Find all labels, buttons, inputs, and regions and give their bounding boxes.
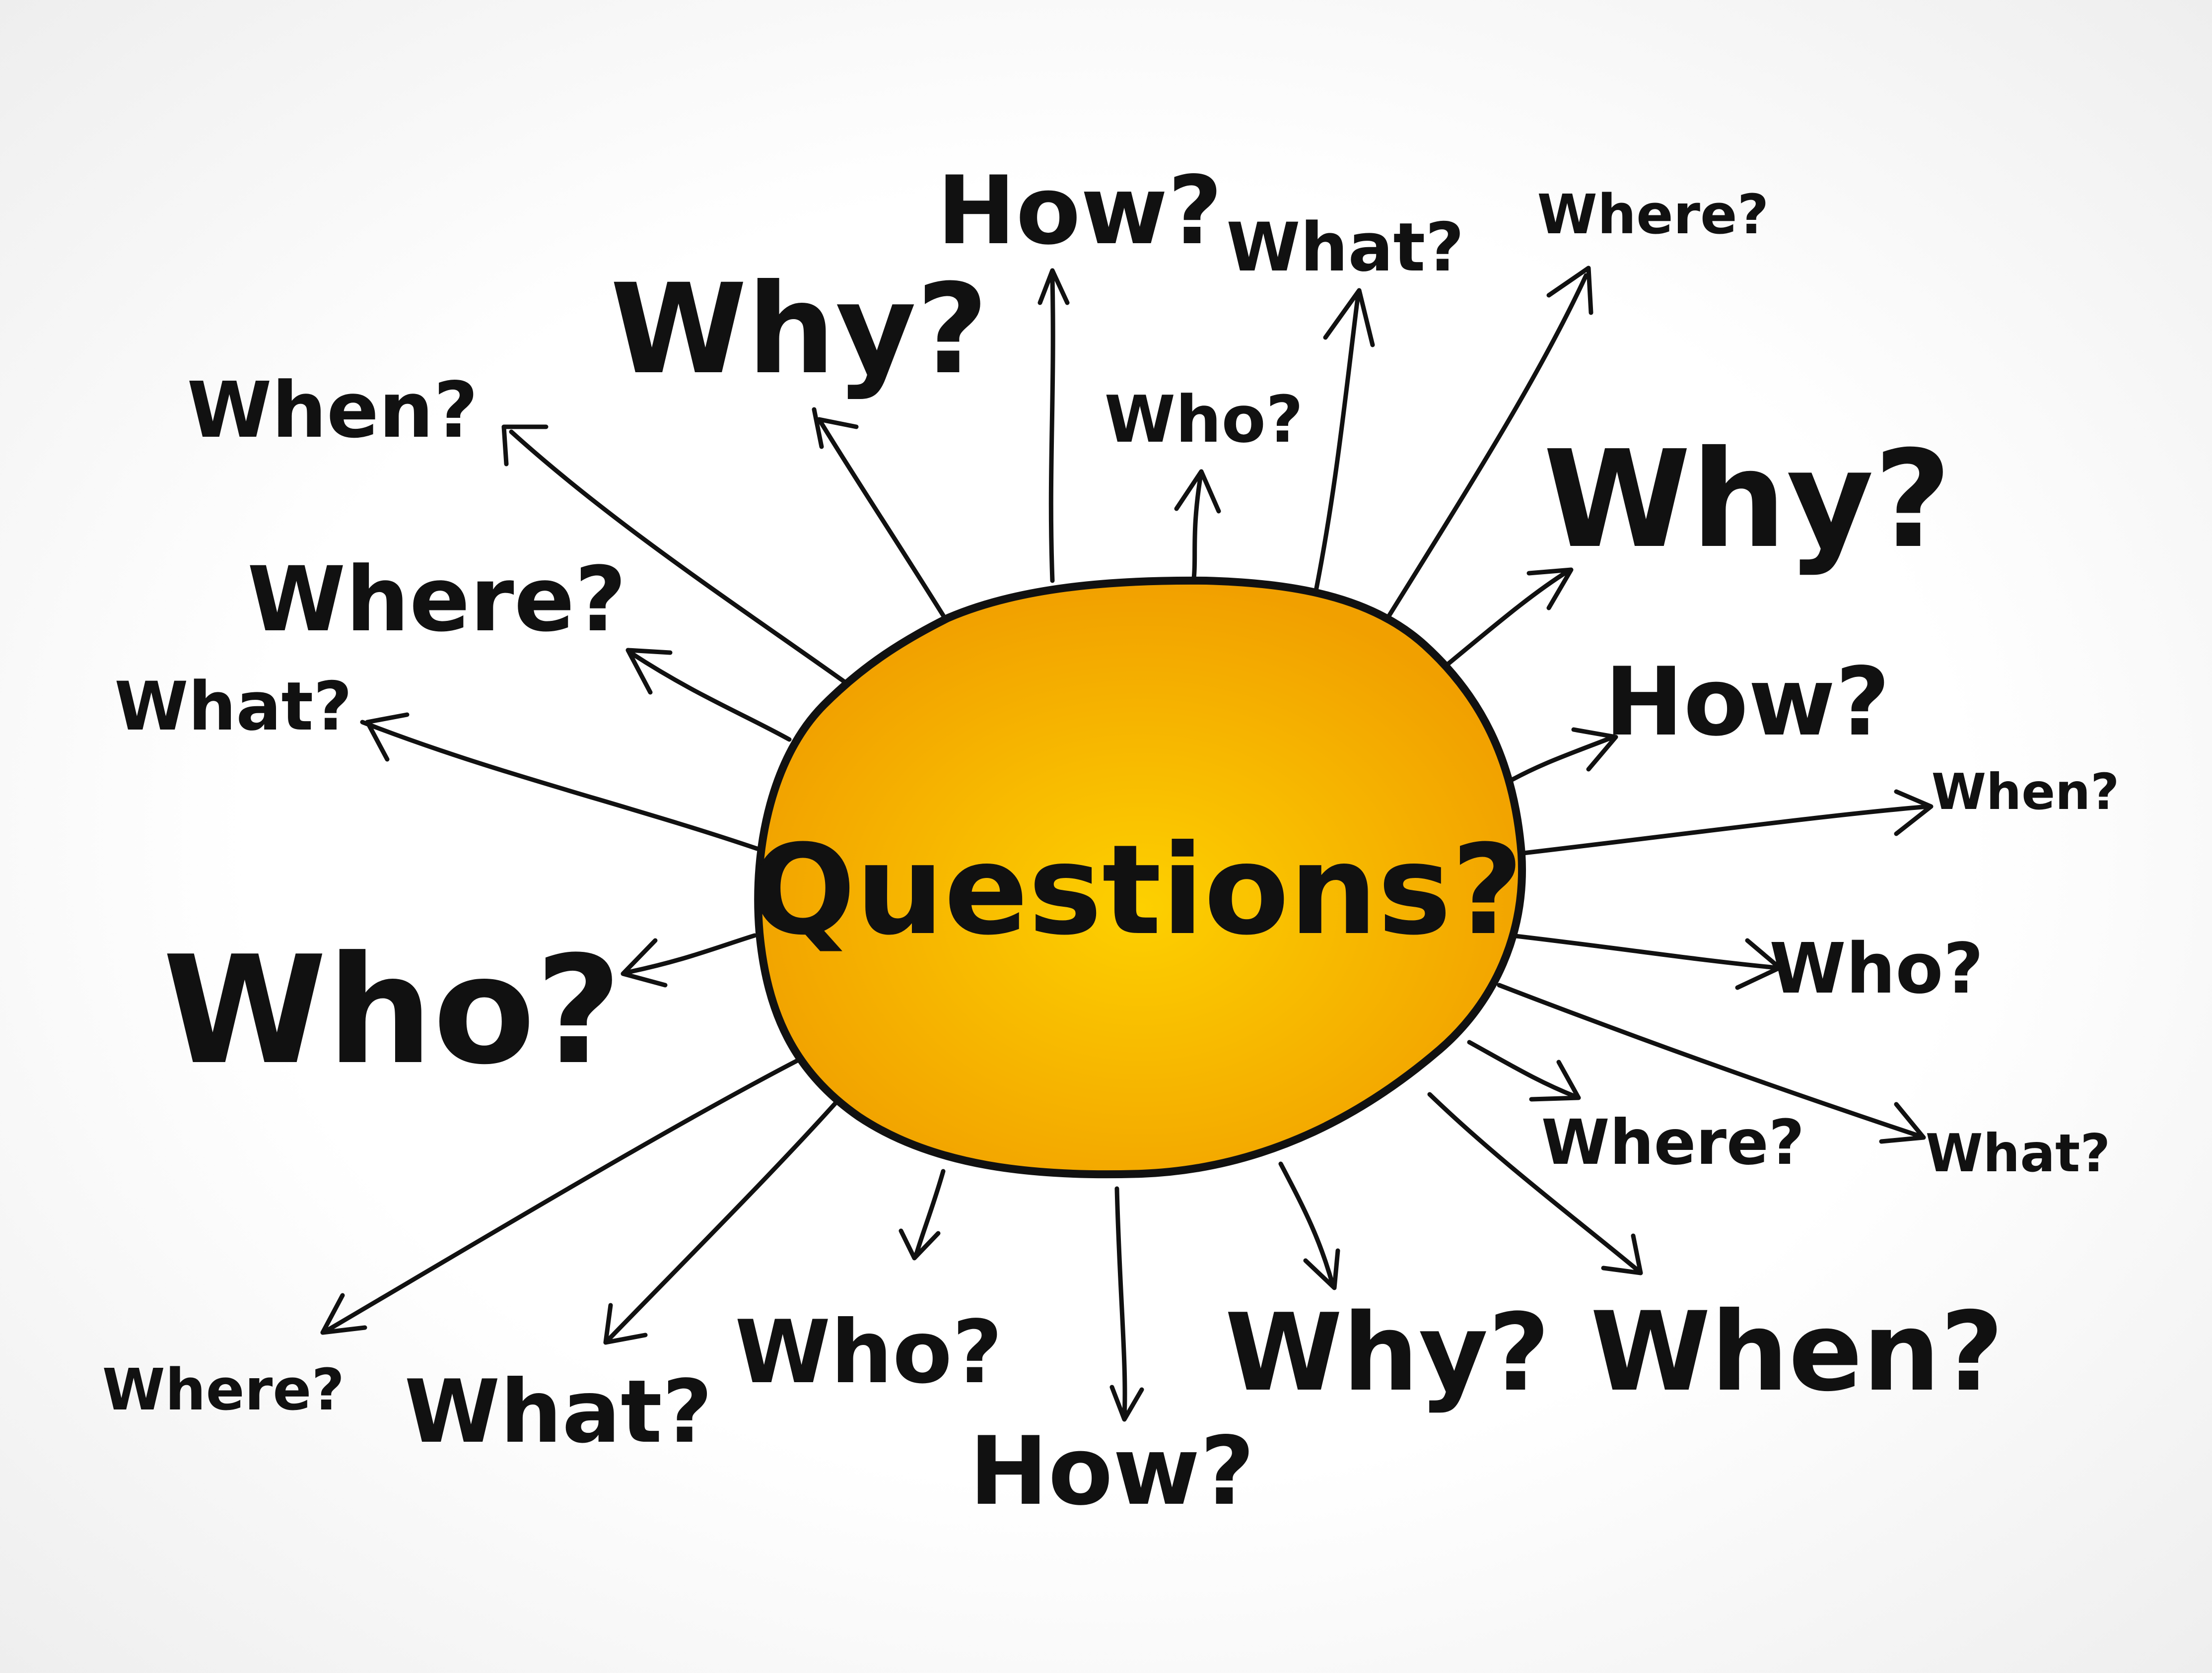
word-who-top: Who? bbox=[1105, 382, 1304, 457]
word-when-top-left: When? bbox=[187, 365, 479, 455]
arrow-who-left bbox=[621, 933, 757, 988]
word-why-top-left: Why? bbox=[610, 257, 988, 402]
arrow-where-bottom-left bbox=[320, 1057, 802, 1335]
word-where-top-right: Where? bbox=[1537, 183, 1769, 246]
word-what-left: What? bbox=[115, 668, 352, 745]
arrow-why-top-left bbox=[812, 407, 946, 618]
word-why-bottom: Why? bbox=[1225, 1290, 1550, 1415]
arrow-how-right bbox=[1502, 727, 1618, 787]
arrow-where-left bbox=[625, 648, 792, 742]
arrow-when-top-left bbox=[501, 424, 851, 687]
word-where-lower-right: Where? bbox=[1541, 1107, 1805, 1179]
arrow-where-top-right bbox=[1378, 266, 1593, 633]
word-what-top: What? bbox=[1227, 208, 1464, 286]
word-when-bottom-right: When? bbox=[1590, 1288, 2004, 1415]
center-label: Questions? bbox=[750, 818, 1523, 962]
word-why-right: Why? bbox=[1543, 421, 1952, 578]
word-how-right: How? bbox=[1604, 647, 1890, 757]
arrow-how-bottom bbox=[1109, 1186, 1144, 1422]
word-where-bottom-left: Where? bbox=[102, 1357, 345, 1423]
word-how-bottom: How? bbox=[969, 1416, 1254, 1526]
word-where-left: Where? bbox=[247, 548, 626, 652]
word-what-bottom-left: What? bbox=[405, 1362, 713, 1463]
arrow-what-top bbox=[1311, 288, 1375, 608]
arrow-what-bottom-left bbox=[603, 1097, 841, 1345]
word-who-right: Who? bbox=[1769, 929, 1983, 1009]
word-how-top: How? bbox=[937, 156, 1222, 266]
arrow-group bbox=[320, 266, 1934, 1422]
arrow-who-right bbox=[1509, 933, 1782, 990]
word-who-left: Who? bbox=[163, 924, 622, 1097]
word-group: How? What? Where? Why? Who? When? Why? W… bbox=[102, 156, 2119, 1526]
arrow-when-bottom-right bbox=[1427, 1092, 1643, 1275]
arrow-where-lower-right bbox=[1467, 1040, 1581, 1102]
word-what-lower-right: What? bbox=[1926, 1123, 2111, 1184]
arrow-who-bottom bbox=[899, 1169, 946, 1261]
word-who-bottom: Who? bbox=[735, 1302, 1002, 1403]
arrow-when-right bbox=[1517, 789, 1934, 856]
arrow-how-top bbox=[1037, 268, 1070, 583]
arrow-what-lower-right bbox=[1497, 983, 1926, 1144]
word-when-right: When? bbox=[1932, 763, 2120, 821]
arrow-why-right bbox=[1432, 567, 1574, 677]
arrow-what-left bbox=[360, 712, 760, 851]
center-circle bbox=[754, 576, 1526, 1179]
arrow-who-top bbox=[1174, 469, 1221, 581]
arrow-why-bottom bbox=[1278, 1161, 1340, 1290]
